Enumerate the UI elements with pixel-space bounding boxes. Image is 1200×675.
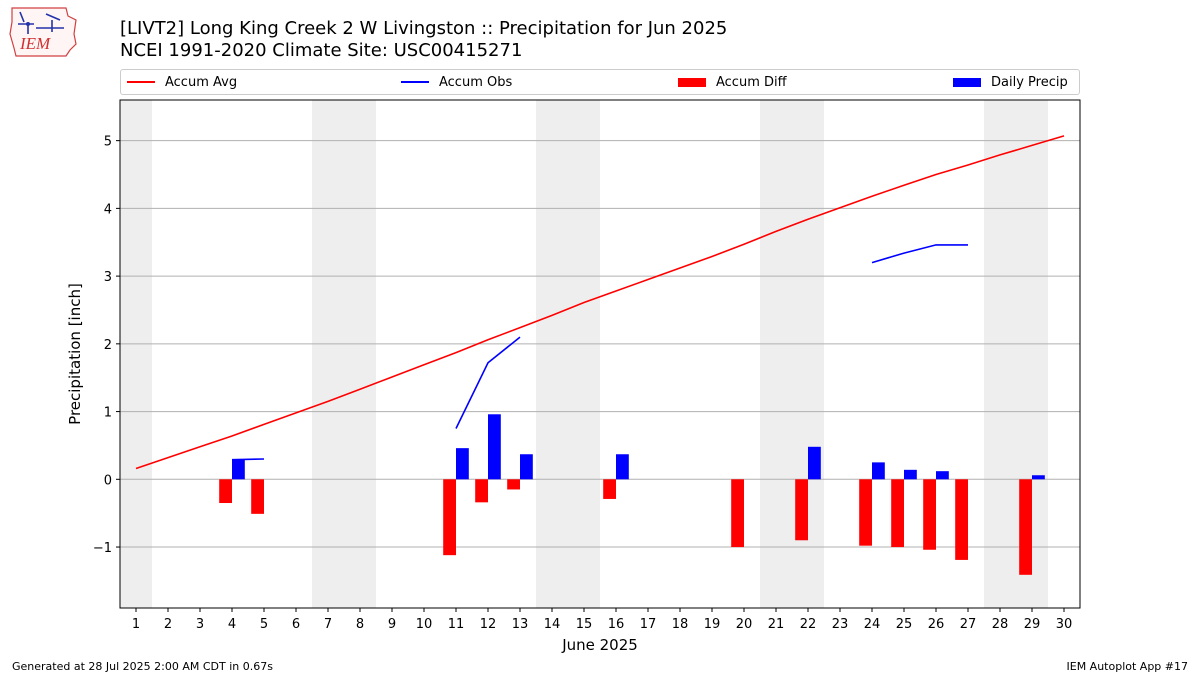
x-tick-label: 21	[768, 617, 785, 632]
x-tick-label: 5	[260, 617, 268, 632]
x-tick-label: 26	[928, 617, 945, 632]
x-tick-label: 30	[1056, 617, 1073, 632]
legend-item-accum-diff: Accum Diff	[678, 70, 787, 94]
accum-obs-line	[871, 244, 968, 264]
legend-label: Accum Diff	[716, 74, 787, 90]
daily-precip-bar	[616, 454, 629, 480]
x-tick-label: 17	[640, 617, 657, 632]
x-tick-label: 27	[960, 617, 977, 632]
x-tick-label: 25	[896, 617, 913, 632]
accum-diff-bar	[603, 479, 616, 499]
y-tick-label: 1	[104, 406, 112, 421]
x-tick-label: 4	[228, 617, 236, 632]
plot-frame	[119, 99, 1081, 609]
legend-label: Accum Avg	[165, 74, 238, 90]
y-axis-label: Precipitation [inch]	[66, 283, 84, 425]
weekend-band	[312, 100, 376, 608]
daily-precip-bar	[936, 471, 949, 480]
legend-swatch-accum-avg	[127, 81, 155, 83]
x-tick-label: 6	[292, 617, 300, 632]
x-tick-label: 7	[324, 617, 332, 632]
y-tick-label: −1	[93, 541, 112, 556]
x-tick-label: 29	[1024, 617, 1041, 632]
chart-title: [LIVT2] Long King Creek 2 W Livingston :…	[120, 18, 728, 39]
footer-app: IEM Autoplot App #17	[1066, 660, 1189, 673]
y-tick-label: 5	[104, 135, 112, 150]
daily-precip-bar	[904, 469, 917, 480]
accum-diff-bar	[891, 479, 904, 548]
footer-generated: Generated at 28 Jul 2025 2:00 AM CDT in …	[12, 660, 273, 673]
legend-item-accum-obs: Accum Obs	[401, 70, 512, 94]
weekend-band	[120, 100, 152, 608]
x-axis-label: June 2025	[561, 636, 638, 654]
iem-logo: IEM	[9, 7, 77, 57]
accum-diff-bar	[475, 479, 488, 503]
x-tick-label: 24	[864, 617, 881, 632]
chart-subtitle: NCEI 1991-2020 Climate Site: USC00415271	[120, 40, 523, 61]
legend-item-daily-precip: Daily Precip	[953, 70, 1068, 94]
y-tick-label: 0	[104, 473, 112, 488]
daily-precip-bar	[1032, 475, 1045, 480]
accum-diff-bar	[923, 479, 936, 550]
x-tick-label: 15	[576, 617, 593, 632]
y-tick-label: 4	[104, 202, 112, 217]
logo-text: IEM	[19, 34, 51, 53]
accum-diff-bar	[251, 479, 264, 514]
x-tick-label: 9	[388, 617, 396, 632]
x-tick-label: 8	[356, 617, 364, 632]
legend-swatch-accum-diff	[678, 77, 706, 87]
accum-diff-bar	[1019, 479, 1032, 575]
legend-label: Daily Precip	[991, 74, 1068, 90]
daily-precip-bar	[808, 446, 821, 480]
x-tick-label: 16	[608, 617, 625, 632]
accum-obs-line	[455, 336, 521, 429]
daily-precip-bar	[456, 448, 469, 480]
daily-precip-bar	[232, 459, 245, 480]
weekend-band	[536, 100, 600, 608]
x-tick-label: 23	[832, 617, 849, 632]
daily-precip-bar	[488, 414, 501, 480]
accum-avg-line	[135, 135, 1065, 470]
x-tick-label: 20	[736, 617, 753, 632]
accum-obs-line	[231, 458, 265, 461]
x-tick-label: 10	[416, 617, 433, 632]
x-tick-label: 3	[196, 617, 204, 632]
x-tick-label: 11	[448, 617, 465, 632]
legend-item-accum-avg: Accum Avg	[127, 70, 237, 94]
legend-label: Accum Obs	[439, 74, 513, 90]
x-tick-label: 22	[800, 617, 817, 632]
accum-diff-bar	[795, 479, 808, 541]
accum-diff-bar	[731, 479, 744, 548]
x-tick-label: 1	[132, 617, 140, 632]
legend-swatch-accum-obs	[401, 81, 429, 83]
accum-diff-bar	[507, 479, 520, 490]
legend-swatch-daily-precip	[953, 77, 981, 87]
x-tick-label: 12	[480, 617, 497, 632]
accum-diff-bar	[955, 479, 968, 560]
x-tick-label: 19	[704, 617, 721, 632]
x-tick-label: 14	[544, 617, 561, 632]
x-tick-label: 28	[992, 617, 1009, 632]
accum-diff-bar	[219, 479, 232, 504]
weekend-band	[760, 100, 824, 608]
daily-precip-bar	[520, 454, 533, 480]
weekend-band	[984, 100, 1048, 608]
daily-precip-bar	[872, 462, 885, 480]
x-tick-label: 18	[672, 617, 689, 632]
legend: Accum Avg Accum Obs Accum Diff Daily Pre…	[120, 69, 1080, 95]
accum-diff-bar	[859, 479, 872, 546]
y-tick-label: 3	[104, 270, 112, 285]
y-tick-label: 2	[104, 338, 112, 353]
accum-diff-bar	[443, 479, 456, 556]
x-tick-label: 13	[512, 617, 529, 632]
x-tick-label: 2	[164, 617, 172, 632]
